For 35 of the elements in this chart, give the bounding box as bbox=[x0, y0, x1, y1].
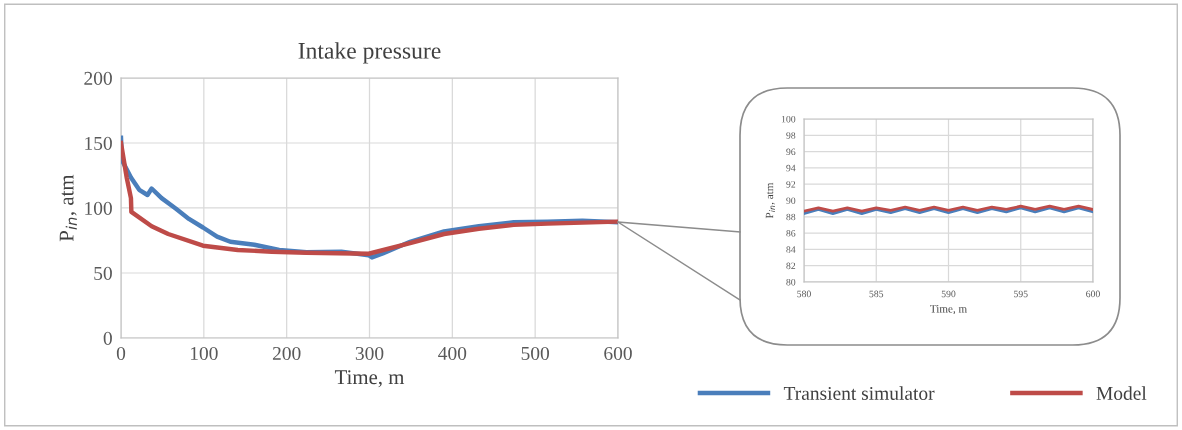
y-tick-label: 84 bbox=[786, 246, 796, 253]
y-tick-label: 88 bbox=[786, 213, 796, 221]
y-tick-label: 50 bbox=[94, 266, 112, 280]
y-tick-label: 82 bbox=[786, 262, 796, 270]
y-tick-label: 200 bbox=[84, 71, 112, 85]
x-tick-label: 500 bbox=[521, 346, 550, 361]
y-tick-label: 86 bbox=[786, 230, 796, 237]
legend-label: Model bbox=[1096, 386, 1147, 400]
y-tick-label: 100 bbox=[781, 115, 796, 123]
y-tick-label: 96 bbox=[786, 148, 796, 156]
y-tick-label: 92 bbox=[786, 181, 796, 188]
x-tick-label: 100 bbox=[190, 346, 218, 361]
y-tick-label: 100 bbox=[85, 201, 112, 215]
x-tick-label: 595 bbox=[1014, 290, 1028, 298]
legend-label: Transient simulator bbox=[783, 386, 935, 400]
y-tick-label: 150 bbox=[85, 136, 112, 150]
x-tick-label: 590 bbox=[941, 290, 956, 298]
chart-title: Intake pressure bbox=[298, 42, 441, 64]
y-tick-label: 94 bbox=[786, 164, 796, 172]
x-tick-label: 600 bbox=[1086, 290, 1100, 298]
y-axis-title: P$_{in}$, atm bbox=[765, 182, 775, 219]
x-tick-label: 200 bbox=[272, 346, 301, 361]
x-axis-title: Time, m bbox=[930, 305, 967, 315]
y-axis-title: P$_{in}$, atm bbox=[59, 174, 77, 242]
x-tick-label: 400 bbox=[438, 346, 467, 361]
x-tick-label: 585 bbox=[869, 290, 884, 298]
x-tick-label: 300 bbox=[355, 346, 384, 361]
y-tick-label: 0 bbox=[103, 331, 112, 345]
x-tick-label: 0 bbox=[116, 346, 126, 361]
x-tick-label: 600 bbox=[604, 346, 632, 361]
y-tick-label: 90 bbox=[786, 197, 796, 204]
y-tick-label: 98 bbox=[786, 132, 796, 139]
x-axis-title: Time, m bbox=[334, 370, 405, 388]
y-tick-label: 80 bbox=[786, 278, 796, 286]
x-tick-label: 580 bbox=[797, 290, 811, 298]
